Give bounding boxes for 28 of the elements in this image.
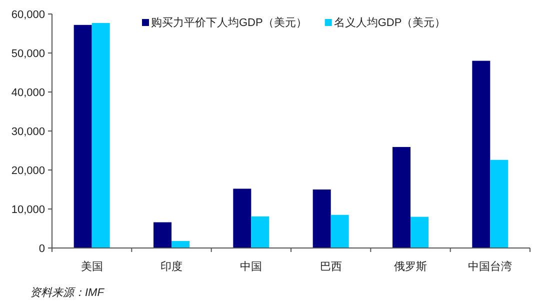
bar bbox=[233, 188, 252, 248]
y-tick-label: 50,000 bbox=[11, 48, 45, 60]
bar bbox=[410, 216, 428, 248]
bar bbox=[312, 190, 331, 248]
text: 资料来源：IMF bbox=[30, 286, 106, 299]
bar bbox=[154, 222, 172, 248]
x-tick-label: 中国台湾 bbox=[468, 260, 512, 273]
bar bbox=[472, 60, 490, 248]
bar bbox=[74, 24, 92, 248]
y-tick-label: 30,000 bbox=[11, 126, 45, 138]
bar bbox=[172, 240, 190, 248]
x-tick-label: 巴西 bbox=[320, 261, 342, 273]
bar bbox=[330, 214, 349, 248]
y-tick-label: 40,000 bbox=[11, 87, 45, 99]
legend-label: 购买力平价下人均GDP（美元） bbox=[151, 16, 307, 29]
y-tick-label: 0 bbox=[38, 243, 45, 255]
bar bbox=[251, 216, 270, 248]
x-tick-label: 俄罗斯 bbox=[394, 260, 427, 273]
y-tick-label: 20,000 bbox=[11, 165, 45, 177]
x-tick-label: 美国 bbox=[80, 260, 103, 273]
bar bbox=[92, 22, 110, 248]
x-tick-label: 印度 bbox=[160, 260, 182, 273]
x-tick-label: 中国 bbox=[240, 260, 262, 273]
legend-label: 名义人均GDP（美元） bbox=[334, 16, 446, 29]
y-tick-label: 10,000 bbox=[11, 204, 45, 216]
y-tick-label: 60,000 bbox=[11, 9, 45, 21]
bar bbox=[490, 160, 508, 248]
bar bbox=[392, 146, 410, 248]
